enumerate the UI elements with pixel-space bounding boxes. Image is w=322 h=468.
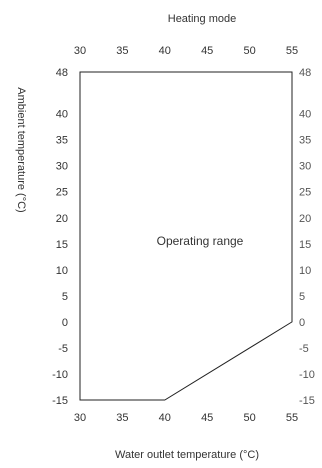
top-x-tick-labels: 30 35 40 45 50 55 (74, 45, 298, 57)
chart-title: Heating mode (168, 13, 237, 25)
x-tick-label-top: 40 (159, 45, 171, 57)
y-tick-label-right: 48 (299, 67, 311, 79)
y-tick-label-right: 30 (299, 161, 311, 173)
y-tick-label-right: -15 (299, 395, 315, 407)
y-tick-label-right: -10 (299, 369, 315, 381)
y-tick-label-left: -5 (58, 343, 68, 355)
x-tick-label-bottom: 45 (201, 412, 213, 424)
y-tick-label-right: 10 (299, 265, 311, 277)
y-tick-label-right: 40 (299, 109, 311, 121)
y-tick-label-left: -10 (52, 369, 68, 381)
x-tick-label-top: 50 (243, 45, 255, 57)
y-tick-label-left: 25 (56, 187, 68, 199)
y-tick-label-right: 35 (299, 135, 311, 147)
operating-range-outline (79, 71, 293, 401)
y-tick-label-right: -5 (299, 343, 309, 355)
y-tick-label-left: 35 (56, 135, 68, 147)
x-tick-label-top: 45 (201, 45, 213, 57)
y-tick-label-left: 0 (62, 317, 68, 329)
y-tick-label-left: -15 (52, 395, 68, 407)
x-tick-label-bottom: 35 (116, 412, 128, 424)
y-tick-label-right: 15 (299, 239, 311, 251)
y-tick-label-left: 15 (56, 239, 68, 251)
x-tick-label-top: 35 (116, 45, 128, 57)
y-axis-title: Ambient temperature (°C) (15, 87, 27, 212)
y-tick-label-left: 20 (56, 213, 68, 225)
y-tick-label-left: 5 (62, 291, 68, 303)
y-tick-label-right: 20 (299, 213, 311, 225)
x-tick-label-bottom: 30 (74, 412, 86, 424)
y-tick-label-right: 5 (299, 291, 305, 303)
left-y-tick-labels: 48 40 35 30 25 20 15 10 5 0 -5 -10 -15 (52, 67, 68, 407)
y-tick-label-left: 10 (56, 265, 68, 277)
bottom-x-tick-labels: 30 35 40 45 50 55 (74, 412, 298, 424)
y-tick-label-left: 48 (56, 67, 68, 79)
x-tick-label-bottom: 40 (159, 412, 171, 424)
y-tick-label-right: 25 (299, 187, 311, 199)
x-tick-label-top: 30 (74, 45, 86, 57)
x-tick-label-bottom: 55 (286, 412, 298, 424)
operating-range-label: Operating range (157, 234, 244, 248)
right-y-tick-labels: 48 40 35 30 25 20 15 10 5 0 -5 -10 -15 (299, 67, 315, 407)
x-tick-label-bottom: 50 (243, 412, 255, 424)
x-axis-title: Water outlet temperature (°C) (115, 449, 259, 461)
x-tick-label-top: 55 (286, 45, 298, 57)
y-tick-label-right: 0 (299, 317, 305, 329)
y-tick-label-left: 30 (56, 161, 68, 173)
y-tick-label-left: 40 (56, 109, 68, 121)
